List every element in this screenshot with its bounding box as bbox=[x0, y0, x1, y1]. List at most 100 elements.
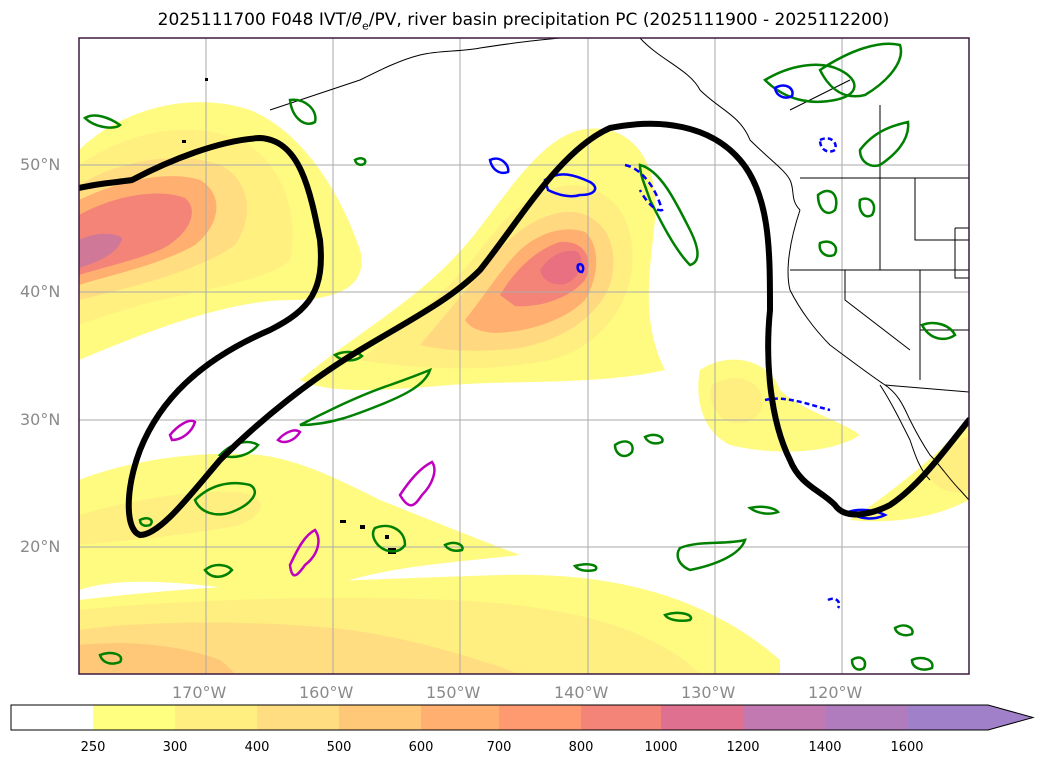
colorbar-extend-arrow bbox=[907, 705, 1033, 730]
colorbar-bin bbox=[93, 705, 175, 730]
ivt-shading bbox=[79, 102, 969, 674]
green-contour bbox=[676, 538, 747, 572]
figure-title: 2025111700 F048 IVT/θe/PV, river basin p… bbox=[0, 10, 1047, 32]
colorbar-bin bbox=[825, 705, 907, 730]
colorbar-tick-label: 1000 bbox=[644, 740, 678, 755]
green-contour bbox=[353, 157, 367, 167]
border-wa-box bbox=[954, 227, 969, 279]
green-contour bbox=[910, 656, 934, 671]
colorbar-bin bbox=[257, 705, 339, 730]
lat-label-40n: 40°N bbox=[20, 282, 61, 301]
map-frame bbox=[78, 37, 970, 675]
island bbox=[340, 520, 346, 523]
colorbar-tick-label: 250 bbox=[80, 740, 106, 755]
border-states-2 bbox=[879, 178, 969, 270]
colorbar-tick-label: 600 bbox=[408, 740, 434, 755]
blue-contour bbox=[543, 173, 597, 198]
magenta-contour bbox=[168, 419, 197, 442]
lat-label-50n: 50°N bbox=[20, 155, 61, 174]
colorbar-bin bbox=[11, 705, 93, 730]
green-contour bbox=[572, 563, 598, 573]
magenta-contour bbox=[276, 429, 302, 444]
ivt-fill-250 bbox=[850, 425, 969, 522]
colorbar-tick-label: 800 bbox=[568, 740, 594, 755]
thick-contour bbox=[79, 120, 969, 538]
lat-label-20n: 20°N bbox=[20, 537, 61, 556]
island bbox=[205, 78, 208, 81]
coastline-north-america bbox=[787, 209, 969, 501]
graticule bbox=[79, 38, 969, 674]
green-contour bbox=[818, 240, 838, 257]
magenta-contours bbox=[168, 419, 436, 577]
colorbar-tick-label: 1200 bbox=[726, 740, 760, 755]
green-contour bbox=[762, 63, 856, 104]
green-contour bbox=[443, 541, 464, 553]
colorbar-tick-label: 500 bbox=[326, 740, 352, 755]
lon-label-170w: 170°W bbox=[172, 683, 227, 702]
colorbar-outline bbox=[10, 704, 1035, 731]
island bbox=[182, 140, 186, 143]
colorbar-bin bbox=[339, 705, 421, 730]
lon-label-160w: 160°W bbox=[299, 683, 354, 702]
green-contour bbox=[193, 481, 257, 516]
colorbar-bin bbox=[499, 705, 581, 730]
ivt-fill-1000 bbox=[540, 250, 582, 285]
border-us-mexico bbox=[884, 384, 969, 393]
colorbar-tick-label: 700 bbox=[486, 740, 512, 755]
green-contour bbox=[816, 189, 838, 215]
title-rest: /PV, river basin precipitation PC (20251… bbox=[368, 10, 890, 30]
colorbar-bin bbox=[743, 705, 825, 730]
ivt-fill-1200 bbox=[79, 233, 122, 268]
green-contour bbox=[203, 563, 234, 578]
lon-label-140w: 140°W bbox=[554, 683, 609, 702]
green-contour bbox=[98, 651, 123, 665]
green-contour bbox=[858, 120, 910, 167]
colorbar-tick-label: 1400 bbox=[808, 740, 842, 755]
green-contour bbox=[858, 197, 876, 218]
ivt-fill-300 bbox=[925, 436, 969, 493]
magenta-contour bbox=[288, 528, 320, 577]
border-states-3 bbox=[844, 270, 969, 380]
blue-contour bbox=[488, 157, 510, 175]
colorbar-bin bbox=[581, 705, 661, 730]
green-contour bbox=[663, 611, 693, 623]
green-contour bbox=[747, 505, 781, 515]
island bbox=[360, 525, 365, 529]
green-contour bbox=[643, 433, 664, 445]
colorbar bbox=[10, 704, 1035, 731]
coastline-baja bbox=[879, 384, 931, 481]
blue-contour bbox=[764, 397, 831, 412]
colorbar-bin bbox=[421, 705, 499, 730]
blue-contour bbox=[818, 137, 837, 153]
green-contour bbox=[850, 656, 867, 671]
ivt-fill-300 bbox=[710, 378, 763, 423]
magenta-contour bbox=[398, 460, 436, 507]
green-contour bbox=[82, 114, 122, 129]
lon-label-120w: 120°W bbox=[808, 683, 863, 702]
coastline-alaska bbox=[269, 38, 561, 111]
lat-label-30n: 30°N bbox=[20, 410, 61, 429]
green-contour bbox=[638, 163, 699, 267]
green-contour bbox=[613, 440, 634, 458]
blue-contour bbox=[773, 84, 794, 99]
green-contours bbox=[82, 42, 957, 671]
island bbox=[385, 535, 389, 539]
lon-label-130w: 130°W bbox=[681, 683, 736, 702]
colorbar-tick-label: 400 bbox=[244, 740, 270, 755]
blue-contour bbox=[576, 263, 585, 274]
title-text: 2025111700 F048 IVT/ bbox=[157, 10, 352, 30]
green-contour bbox=[920, 321, 957, 341]
colorbar-tick-label: 300 bbox=[162, 740, 188, 755]
green-contour bbox=[893, 624, 914, 637]
lon-label-150w: 150°W bbox=[426, 683, 481, 702]
green-contour bbox=[138, 517, 153, 528]
blue-contour bbox=[624, 163, 664, 212]
colorbar-bin bbox=[175, 705, 257, 730]
green-contour bbox=[288, 98, 317, 125]
green-contour bbox=[818, 42, 903, 98]
green-contour bbox=[371, 524, 407, 553]
thick-contour-west bbox=[79, 120, 969, 538]
green-contour bbox=[299, 367, 433, 427]
coastline-alaska-panhandle bbox=[639, 38, 801, 211]
ivt-fill-500 bbox=[79, 643, 235, 674]
